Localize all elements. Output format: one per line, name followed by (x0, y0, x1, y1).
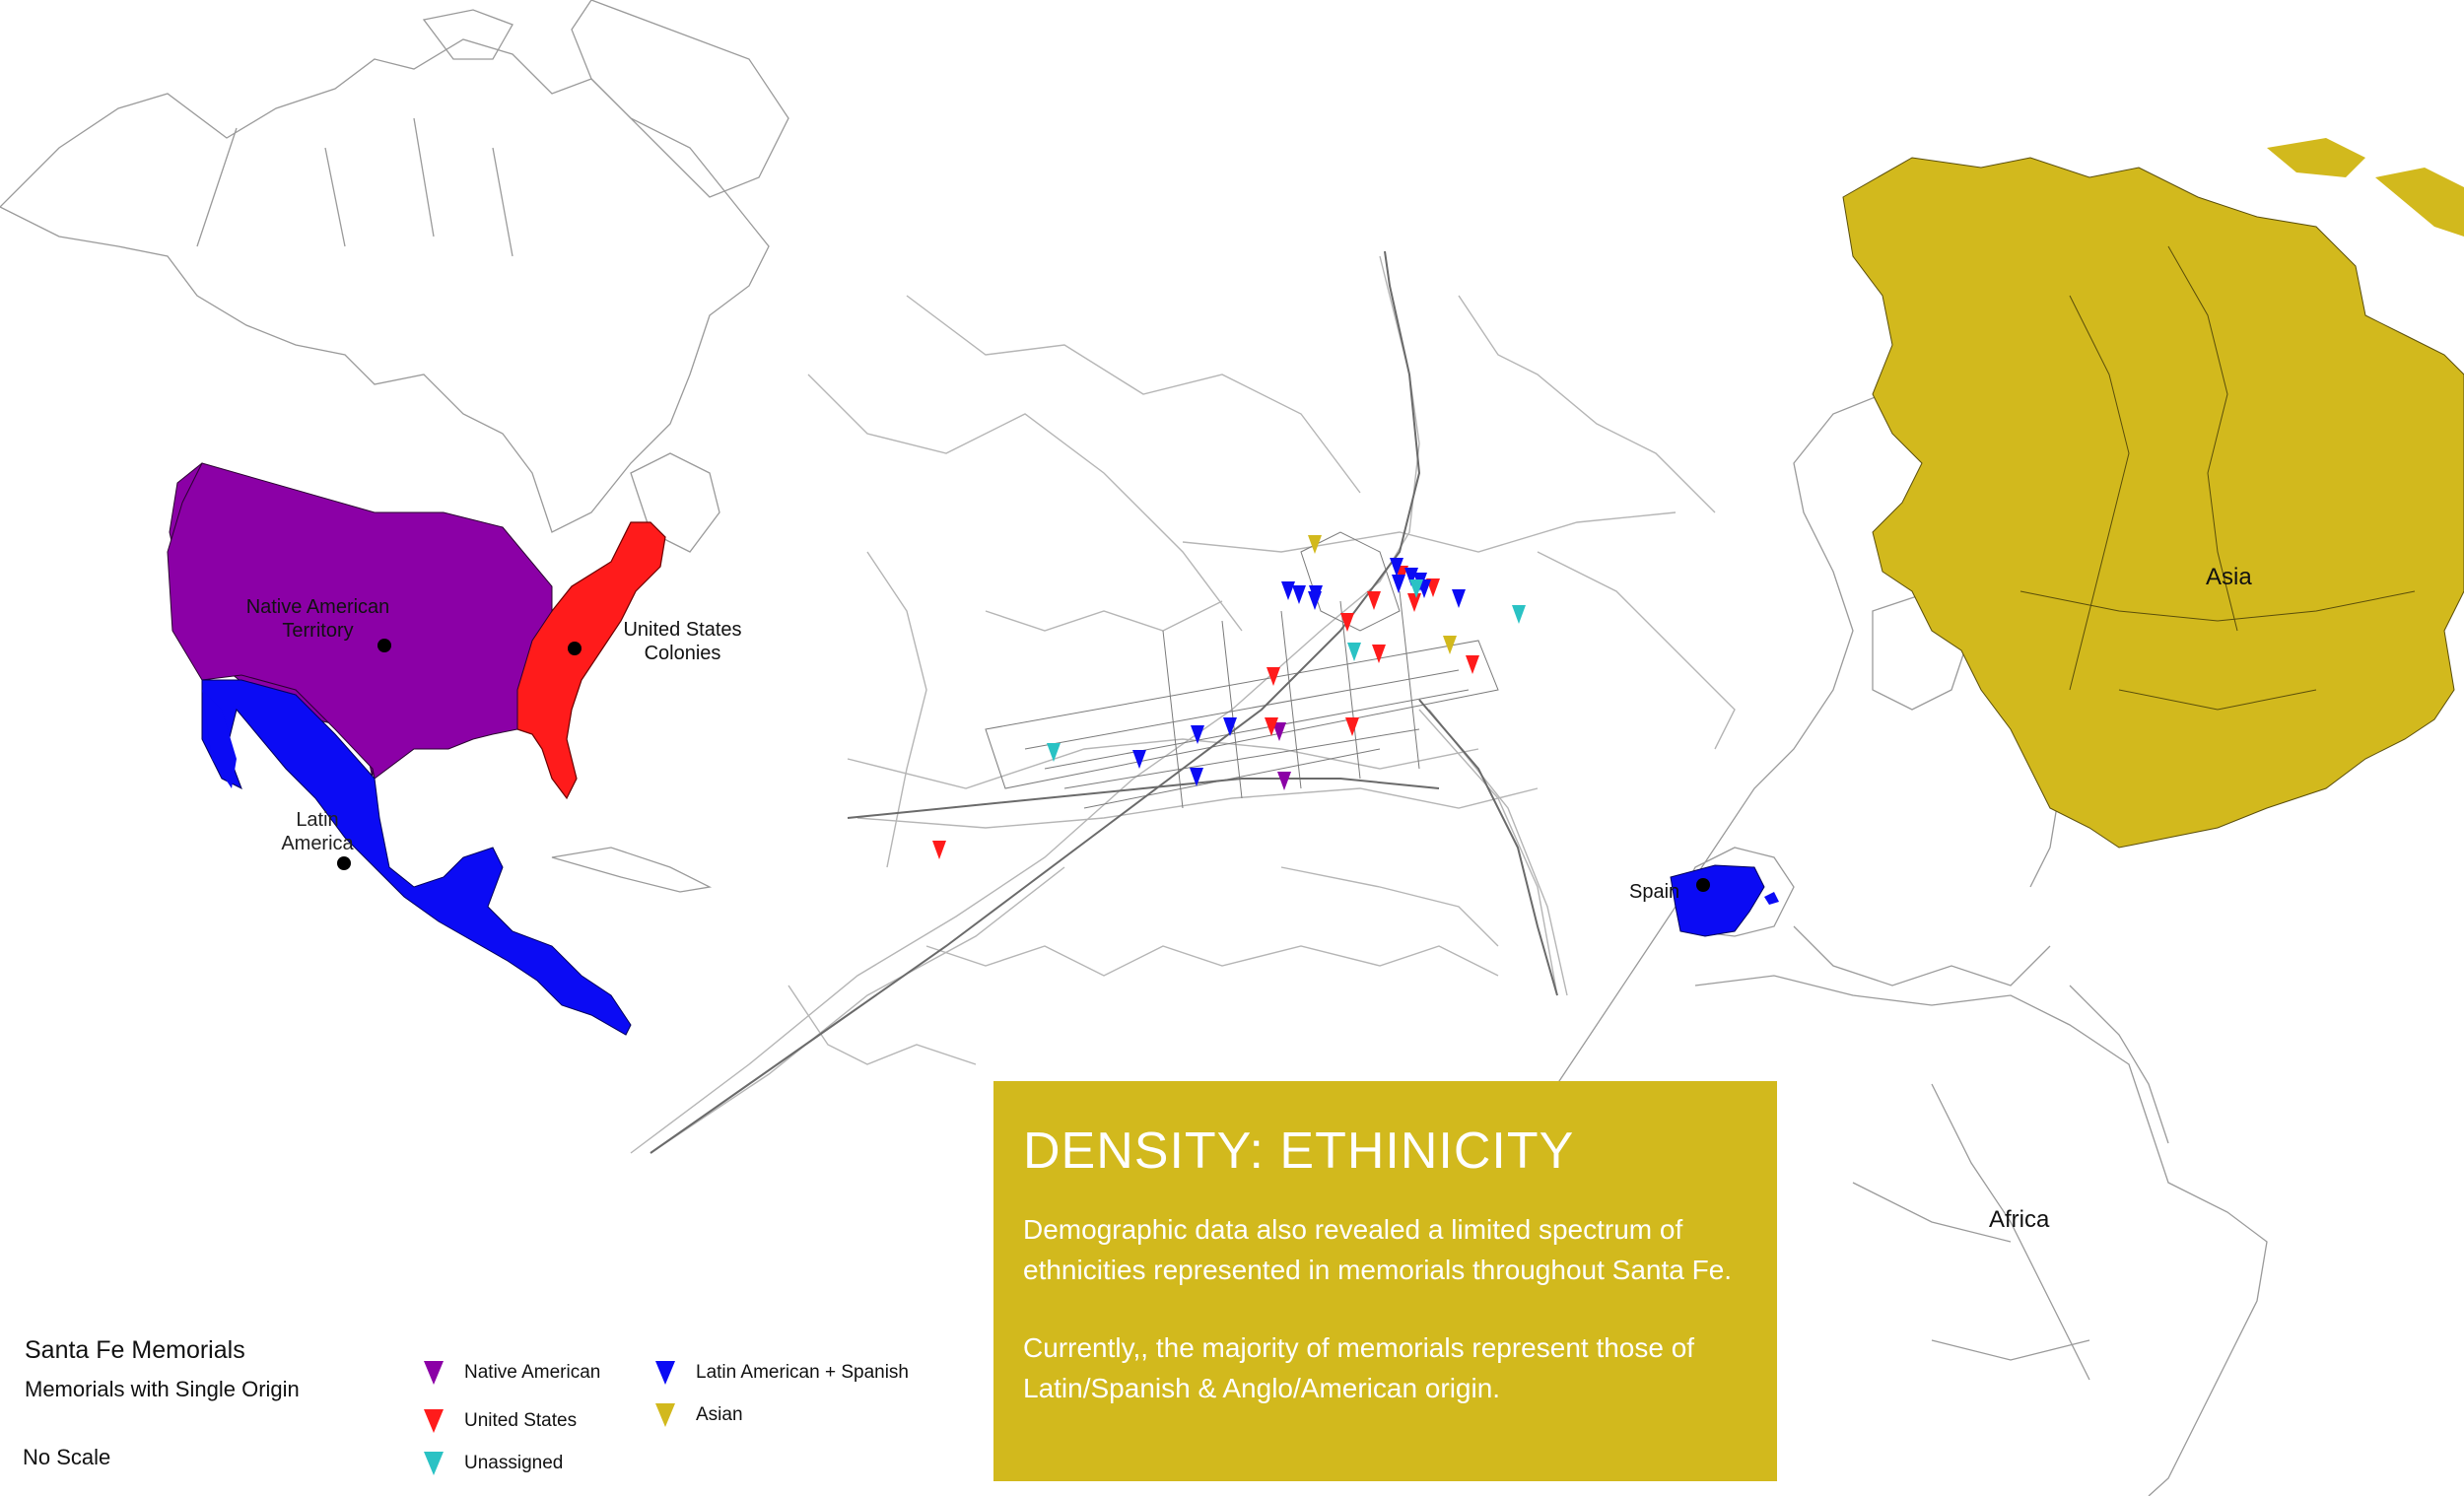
legend-item-native-american: Native American (424, 1361, 600, 1385)
memorial-marker-native-american (1277, 772, 1291, 790)
native-american-main-region (167, 462, 553, 780)
latin-america-region (201, 679, 632, 1036)
legend-item-asian: Asian (655, 1403, 743, 1427)
footer-scale: No Scale (23, 1445, 111, 1469)
legend-swatch-asian (655, 1403, 675, 1427)
memorial-marker-asian (1308, 535, 1322, 554)
baja-peninsula (202, 690, 237, 788)
memorial-marker-united-states (1407, 593, 1421, 612)
latin-america-center-dot (337, 856, 351, 870)
legend-item-unassigned: Unassigned (424, 1452, 563, 1475)
info-paragraph-1: Demographic data also revealed a limited… (1023, 1214, 1733, 1285)
label-native-american-territory: Native American Territory (245, 596, 390, 642)
memorial-marker-unassigned (1409, 579, 1423, 598)
legend-swatch-unassigned (424, 1452, 444, 1475)
native-american-center-dot (377, 639, 391, 652)
footer-title: Santa Fe Memorials (25, 1336, 245, 1364)
memorial-marker-united-states (1466, 655, 1479, 674)
cuba-outline (551, 847, 713, 893)
memorial-marker-united-states (1345, 717, 1359, 736)
memorial-marker-latin-american-spanish (1452, 589, 1466, 608)
legend-item-united-states: United States (424, 1409, 577, 1433)
legend-swatch-latin-american-spanish (655, 1361, 675, 1385)
africa-outline (1694, 975, 2268, 1496)
spain-region (1670, 864, 1765, 937)
memorial-marker-united-states (1372, 645, 1386, 663)
legend-label: Asian (696, 1404, 743, 1425)
north-america-outline (0, 0, 789, 553)
region-center-dots (337, 639, 1710, 892)
legend-label: Unassigned (464, 1453, 564, 1473)
legend-item-latin-american-spanish: Latin American + Spanish (655, 1361, 909, 1385)
united-states-center-dot (568, 642, 582, 655)
spain-center-dot (1696, 878, 1710, 892)
memorial-marker-united-states (1265, 717, 1278, 736)
memorial-marker-latin-american-spanish (1292, 585, 1306, 604)
info-box: DENSITY: ETHINICITY Demographic data als… (993, 1081, 1777, 1481)
memorial-marker-united-states (1266, 667, 1280, 686)
label-africa: Africa (1989, 1206, 2050, 1233)
memorial-marker-latin-american-spanish (1281, 581, 1295, 600)
memorial-marker-latin-american-spanish (1190, 768, 1203, 786)
memorial-marker-latin-american-spanish (1404, 568, 1418, 586)
footer-subtitle: Memorials with Single Origin (25, 1377, 300, 1401)
santa-fe-dense-core (985, 531, 1499, 809)
legend-label: United States (464, 1410, 578, 1431)
memorial-marker-united-states (1367, 591, 1381, 610)
memorial-marker-native-american (1272, 722, 1286, 741)
legend-label: Native American (464, 1362, 601, 1383)
memorial-marker-latin-american-spanish (1390, 558, 1403, 577)
label-latin-america: Latin America (281, 809, 354, 854)
highways (650, 250, 1558, 1154)
legend-swatch-united-states (424, 1409, 444, 1433)
memorial-marker-latin-american-spanish (1223, 717, 1237, 736)
label-asia: Asia (2206, 564, 2252, 590)
legend-label: Latin American + Spanish (696, 1362, 909, 1383)
info-title: DENSITY: ETHINICITY (1023, 1122, 1575, 1180)
memorial-marker-united-states (932, 841, 946, 859)
balearic-islands (1764, 892, 1779, 905)
legend-swatch-native-american (424, 1361, 444, 1385)
memorial-marker-unassigned (1347, 643, 1361, 661)
asia-region (1842, 157, 2464, 849)
label-spain: Spain (1629, 881, 1680, 903)
memorial-marker-latin-american-spanish (1191, 725, 1204, 744)
label-united-states-colonies: United States Colonies (623, 619, 742, 664)
memorial-marker-unassigned (1512, 605, 1526, 624)
asia-internal-borders (2019, 245, 2416, 711)
info-paragraph-2: Currently,, the majority of memorials re… (1023, 1332, 1695, 1403)
memorial-marker-latin-american-spanish (1132, 750, 1146, 769)
santa-fe-road-network (630, 255, 1736, 1154)
memorial-marker-latin-american-spanish (1392, 575, 1405, 593)
memorial-markers (932, 535, 1526, 859)
memorial-marker-latin-american-spanish (1308, 591, 1322, 610)
memorial-marker-unassigned (1047, 743, 1061, 762)
memorial-marker-asian (1443, 636, 1457, 654)
asia-north-islands (2267, 138, 2464, 237)
memorial-marker-united-states (1340, 613, 1354, 632)
